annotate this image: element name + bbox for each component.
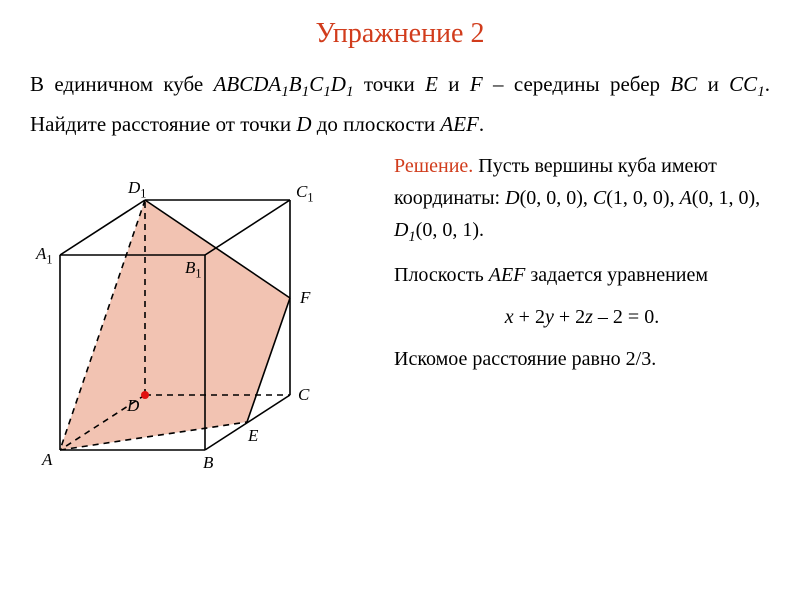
- label-E: E: [248, 426, 258, 446]
- txt: и: [697, 72, 729, 96]
- label-B1: B1: [185, 258, 202, 281]
- cube-name: ABCDA1B1C1D1: [214, 72, 354, 96]
- val: (0, 1, 0),: [692, 187, 760, 209]
- val: (0, 0, 0),: [520, 187, 593, 209]
- txt: – середины ребер: [483, 72, 671, 96]
- txt: задается уравнением: [525, 264, 708, 286]
- edge: BC: [670, 72, 697, 96]
- txt: Плоскость: [394, 264, 489, 286]
- cube-svg: [30, 150, 370, 490]
- label-D: D: [127, 396, 139, 416]
- plane-equation: x + 2y + 2z – 2 = 0.: [394, 301, 770, 333]
- plane: AEF: [440, 112, 478, 136]
- solution-label: Решение.: [394, 155, 473, 177]
- plane: AEF: [489, 264, 526, 286]
- label-D1: D1: [128, 178, 146, 201]
- txt: точки: [354, 72, 426, 96]
- txt: .: [479, 112, 484, 136]
- coord: D: [505, 187, 519, 209]
- cube-figure: D1 C1 A1 B1 F D C E A B: [30, 150, 370, 490]
- solution-para-1: Решение. Пусть вершины куба имеют коорди…: [394, 150, 770, 249]
- txt: до плоскости: [312, 112, 441, 136]
- label-C1: C1: [296, 182, 313, 205]
- label-A1: A1: [36, 244, 53, 267]
- content-row: D1 C1 A1 B1 F D C E A B Решение. Пусть в…: [0, 150, 800, 490]
- val: (1, 0, 0),: [606, 187, 679, 209]
- label-F: F: [300, 288, 310, 308]
- solution-para-2: Плоскость AEF задается уравнением: [394, 259, 770, 291]
- solution-para-3: Искомое расстояние равно 2/3.: [394, 343, 770, 375]
- txt: и: [438, 72, 470, 96]
- label-A: A: [42, 450, 52, 470]
- pt: E: [425, 72, 438, 96]
- coord: D1: [394, 219, 416, 241]
- label-C: C: [298, 385, 309, 405]
- pt: F: [470, 72, 483, 96]
- edge: CC1: [729, 72, 765, 96]
- pt: D: [296, 112, 311, 136]
- coord: C: [593, 187, 606, 209]
- label-B: B: [203, 453, 213, 473]
- solution-text: Решение. Пусть вершины куба имеют коорди…: [370, 150, 770, 490]
- txt: В единичном кубе: [30, 72, 214, 96]
- coord: A: [680, 187, 692, 209]
- val: (0, 0, 1).: [416, 219, 484, 241]
- problem-statement: В единичном кубе ABCDA1B1C1D1 точки E и …: [0, 50, 800, 150]
- exercise-title: Упражнение 2: [0, 0, 800, 50]
